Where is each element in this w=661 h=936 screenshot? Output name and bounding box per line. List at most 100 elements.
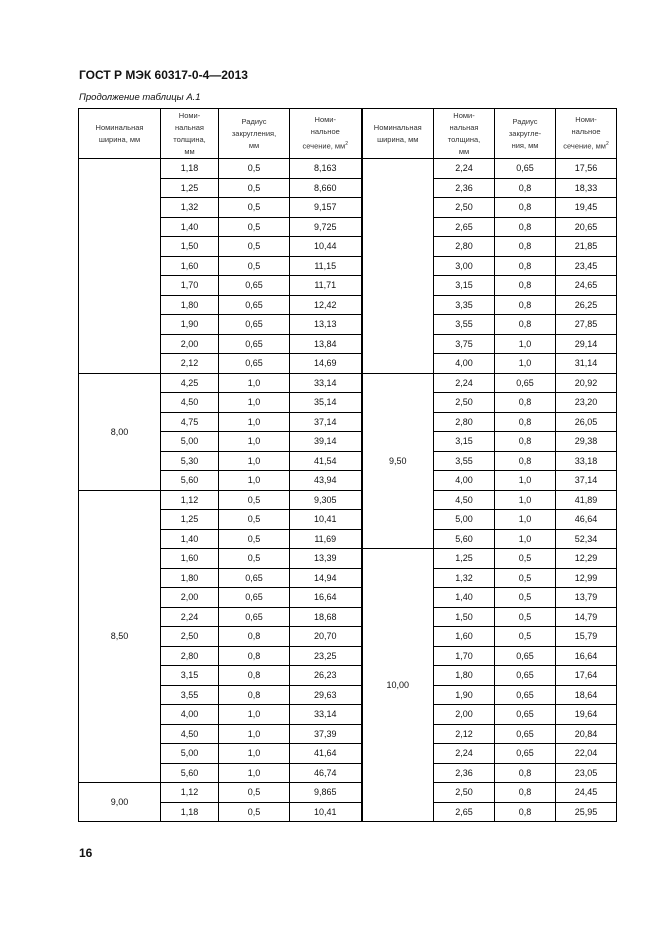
table-cell: 13,79 — [555, 587, 617, 608]
table-cell: 0,65 — [494, 372, 556, 393]
table-cell: 8,163 — [289, 158, 363, 179]
column-header-line: Номинальная — [95, 122, 144, 132]
table-cell: 0,8 — [218, 626, 290, 647]
column-header-line: Номи- — [178, 110, 201, 120]
table-cell: 20,65 — [555, 216, 617, 237]
table-cell: 0,8 — [218, 684, 290, 705]
table-cell: 41,89 — [555, 489, 617, 510]
table-cell: 1,0 — [218, 411, 290, 432]
table-cell: 37,39 — [289, 723, 363, 744]
table-cell: 0,8 — [494, 197, 556, 218]
table-cell: 0,8 — [494, 177, 556, 198]
column-header: Номи-нальная толщина, мм — [160, 108, 219, 159]
table-cell: 14,69 — [289, 353, 363, 374]
table-cell: 1,0 — [218, 743, 290, 764]
table-cell: 2,36 — [433, 177, 495, 198]
table-cell: 1,0 — [218, 704, 290, 725]
table-row: 8,50 1,12 0,5 9,305 4,50 1,0 41,89 — [78, 489, 617, 783]
table-cell: 2,00 — [433, 704, 495, 725]
table-cell: 0,5 — [494, 606, 556, 627]
table-cell: 5,30 — [160, 450, 219, 471]
table-cell: 0,5 — [494, 548, 556, 569]
table-cell: 2,65 — [433, 801, 495, 822]
table-cell: 0,8 — [494, 762, 556, 783]
column-header: Номинальная ширина, мм — [361, 108, 434, 159]
table-cell: 14,94 — [289, 567, 363, 588]
table-cell: 10,41 — [289, 801, 363, 822]
table-cell: 26,25 — [555, 294, 617, 315]
table-row: 1,18 0,5 10,41 2,65 0,8 25,95 — [79, 801, 617, 822]
table-cell: 4,00 — [160, 704, 219, 725]
table-cell: 46,64 — [555, 509, 617, 530]
table-cell: 41,64 — [289, 743, 363, 764]
table-cell: 1,0 — [494, 470, 556, 491]
table-cell: 5,60 — [160, 762, 219, 783]
table-cell: 10,44 — [289, 236, 363, 257]
table-cell: 43,94 — [289, 470, 363, 491]
table-row: 9,00 1,12 0,5 9,865 2,50 0,8 24,45 — [78, 782, 617, 822]
table-cell: 1,50 — [160, 236, 219, 257]
table-cell: 0,65 — [218, 333, 290, 354]
table-cell: 23,05 — [555, 762, 617, 783]
column-header-line: нальное — [571, 127, 601, 137]
table-cell: 4,50 — [433, 489, 495, 510]
table-cell: 1,0 — [494, 353, 556, 374]
table-row: 1,50 0,5 10,44 2,80 0,8 21,85 — [79, 236, 617, 257]
table-cell: 1,25 — [433, 548, 495, 569]
table-cell: 18,33 — [555, 177, 617, 198]
table-cell: 1,32 — [433, 567, 495, 588]
table-cell: 0,65 — [494, 684, 556, 705]
table-cell: 0,8 — [494, 236, 556, 257]
table-cell: 19,64 — [555, 704, 617, 725]
table-cell: 0,8 — [494, 431, 556, 452]
table-cell: 33,18 — [555, 450, 617, 471]
table-cell: 0,8 — [218, 645, 290, 666]
table-cell: 0,5 — [218, 528, 290, 549]
table-cell: 4,00 — [433, 470, 495, 491]
table-cell: 3,75 — [433, 333, 495, 354]
table-cell: 0,8 — [494, 314, 556, 335]
table-cell: 0,8 — [494, 275, 556, 296]
column-header-line: сечение, мм — [302, 141, 346, 151]
table-cell: 2,24 — [433, 372, 495, 393]
table-cell: 20,84 — [555, 723, 617, 744]
column-header-line: закругле- — [508, 128, 542, 138]
table-header-row: Номинальная ширина, мм Номи-нальная толщина… — [78, 108, 617, 159]
table-cell: 1,0 — [218, 723, 290, 744]
table-cell: 23,20 — [555, 392, 617, 413]
table-cell: 0,8 — [494, 294, 556, 315]
nominal-width-cell: 10,00 — [361, 548, 434, 822]
table-cell: 1,0 — [218, 392, 290, 413]
table-cell: 1,0 — [494, 509, 556, 530]
table-cell: 20,70 — [289, 626, 363, 647]
table-cell: 1,0 — [218, 762, 290, 783]
table-cell: 0,65 — [218, 606, 290, 627]
table-cell: 1,40 — [160, 216, 219, 237]
table-cell: 2,80 — [433, 411, 495, 432]
table-cell: 2,36 — [433, 762, 495, 783]
table-cell: 18,64 — [555, 684, 617, 705]
table-cell: 1,0 — [494, 528, 556, 549]
column-header-line: закругления, — [231, 128, 277, 138]
table-cell: 1,80 — [160, 294, 219, 315]
table-cell: 16,64 — [289, 587, 363, 608]
table-cell: 37,14 — [289, 411, 363, 432]
table-cell: 0,5 — [494, 587, 556, 608]
table-cell: 1,60 — [433, 626, 495, 647]
table-cell: 1,12 — [160, 489, 219, 510]
table-cell: 0,5 — [218, 177, 290, 198]
table-cell: 10,41 — [289, 509, 363, 530]
table-cell: 4,75 — [160, 411, 219, 432]
superscript: 2 — [345, 141, 348, 148]
nominal-width-cell — [361, 158, 434, 374]
table-cell: 1,0 — [218, 450, 290, 471]
column-header: Номи-нальное сечение, мм2 — [555, 108, 617, 159]
table-cell: 23,25 — [289, 645, 363, 666]
table-cell: 0,8 — [494, 255, 556, 276]
table-cell: 5,60 — [433, 528, 495, 549]
table-row: 1,32 0,5 9,157 2,50 0,8 19,45 — [79, 197, 617, 218]
table-cell: 2,00 — [160, 587, 219, 608]
table-row: 5,00 1,0 41,64 2,24 0,65 22,04 — [79, 743, 617, 764]
table-cell: 0,65 — [218, 294, 290, 315]
table-cell: 12,29 — [555, 548, 617, 569]
